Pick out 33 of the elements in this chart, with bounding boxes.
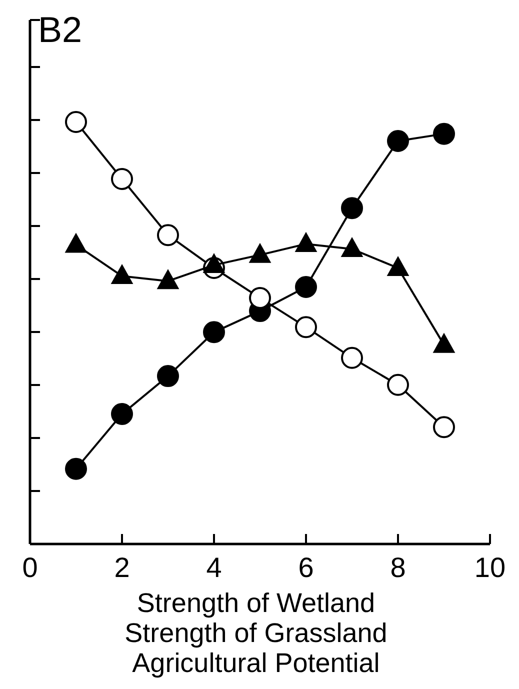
point <box>66 234 86 253</box>
point <box>111 168 133 190</box>
x-tick-label: 0 <box>22 552 38 583</box>
point <box>296 232 316 252</box>
point <box>112 265 132 284</box>
point <box>433 416 455 438</box>
x-axis-title: Strength of Wetland Strength of Grassland Agricultural Potential <box>124 588 388 678</box>
point <box>204 254 224 274</box>
point <box>388 257 408 276</box>
point <box>203 321 225 344</box>
point <box>387 130 409 152</box>
point <box>158 270 178 290</box>
point <box>249 286 271 309</box>
x-tick-label: 2 <box>114 552 130 583</box>
point <box>342 238 362 258</box>
x-tick-label: 4 <box>206 552 222 583</box>
point <box>250 244 270 263</box>
point <box>341 346 363 369</box>
point <box>295 276 317 298</box>
point <box>341 197 363 220</box>
point <box>65 111 87 133</box>
point <box>434 334 454 353</box>
point <box>111 403 133 426</box>
point <box>157 365 179 388</box>
x-tick-label: 10 <box>474 552 506 583</box>
point <box>387 374 409 396</box>
chart-title: B2 <box>38 9 82 50</box>
point <box>295 316 317 338</box>
point <box>65 458 87 480</box>
point <box>433 122 455 145</box>
x-tick-label: 8 <box>390 552 406 583</box>
point <box>157 224 179 246</box>
x-tick-label: 6 <box>298 552 314 583</box>
